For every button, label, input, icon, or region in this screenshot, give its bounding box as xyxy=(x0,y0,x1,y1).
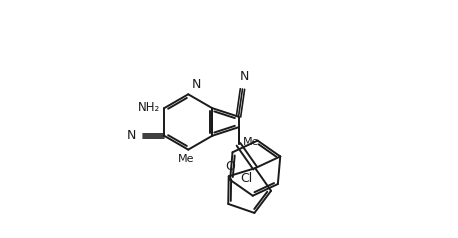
Text: Cl: Cl xyxy=(240,172,252,185)
Text: N: N xyxy=(192,78,202,91)
Text: Me: Me xyxy=(178,154,195,164)
Text: O: O xyxy=(225,160,234,173)
Text: NH₂: NH₂ xyxy=(138,101,160,114)
Text: N: N xyxy=(240,70,249,83)
Text: Me: Me xyxy=(242,137,259,147)
Text: N: N xyxy=(127,129,136,142)
